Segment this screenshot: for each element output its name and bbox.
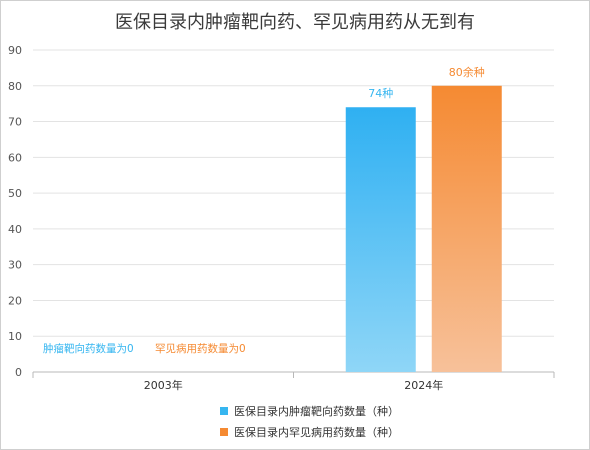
y-tick-label: 20 (8, 294, 22, 307)
y-tick-label: 70 (8, 116, 22, 129)
legend-swatch-orange (220, 427, 228, 436)
y-tick-label: 80 (8, 80, 22, 93)
zero-annotation: 罕见病用药数量为0 (155, 342, 246, 355)
y-tick-label: 50 (8, 187, 22, 200)
legend-item-rare[interactable]: 医保目录内罕见病用药数量（种） (220, 421, 399, 442)
y-tick-label: 40 (8, 223, 22, 236)
legend-label-rare: 医保目录内罕见病用药数量（种） (234, 425, 399, 439)
data-label: 74种 (368, 86, 393, 100)
y-tick-label: 90 (8, 44, 22, 57)
data-label: 80余种 (449, 65, 485, 79)
chart-title: 医保目录内肿瘤靶向药、罕见病用药从无到有 (115, 12, 475, 33)
y-tick-label: 0 (15, 366, 22, 379)
bar (345, 107, 416, 372)
legend-label-targeted: 医保目录内肿瘤靶向药数量（种） (234, 404, 399, 418)
y-tick-label: 10 (8, 330, 22, 343)
legend-swatch-blue (220, 406, 228, 415)
bar (431, 85, 502, 373)
y-tick-label: 60 (8, 151, 22, 164)
x-tick-label: 2003年 (144, 378, 183, 392)
x-tick-label: 2024年 (404, 378, 443, 392)
y-tick-label: 30 (8, 259, 22, 272)
chart-legend: 医保目录内肿瘤靶向药数量（种） 医保目录内罕见病用药数量（种） (220, 400, 399, 442)
legend-item-targeted[interactable]: 医保目录内肿瘤靶向药数量（种） (220, 400, 399, 421)
zero-annotation: 肿瘤靶向药数量为0 (43, 342, 134, 355)
